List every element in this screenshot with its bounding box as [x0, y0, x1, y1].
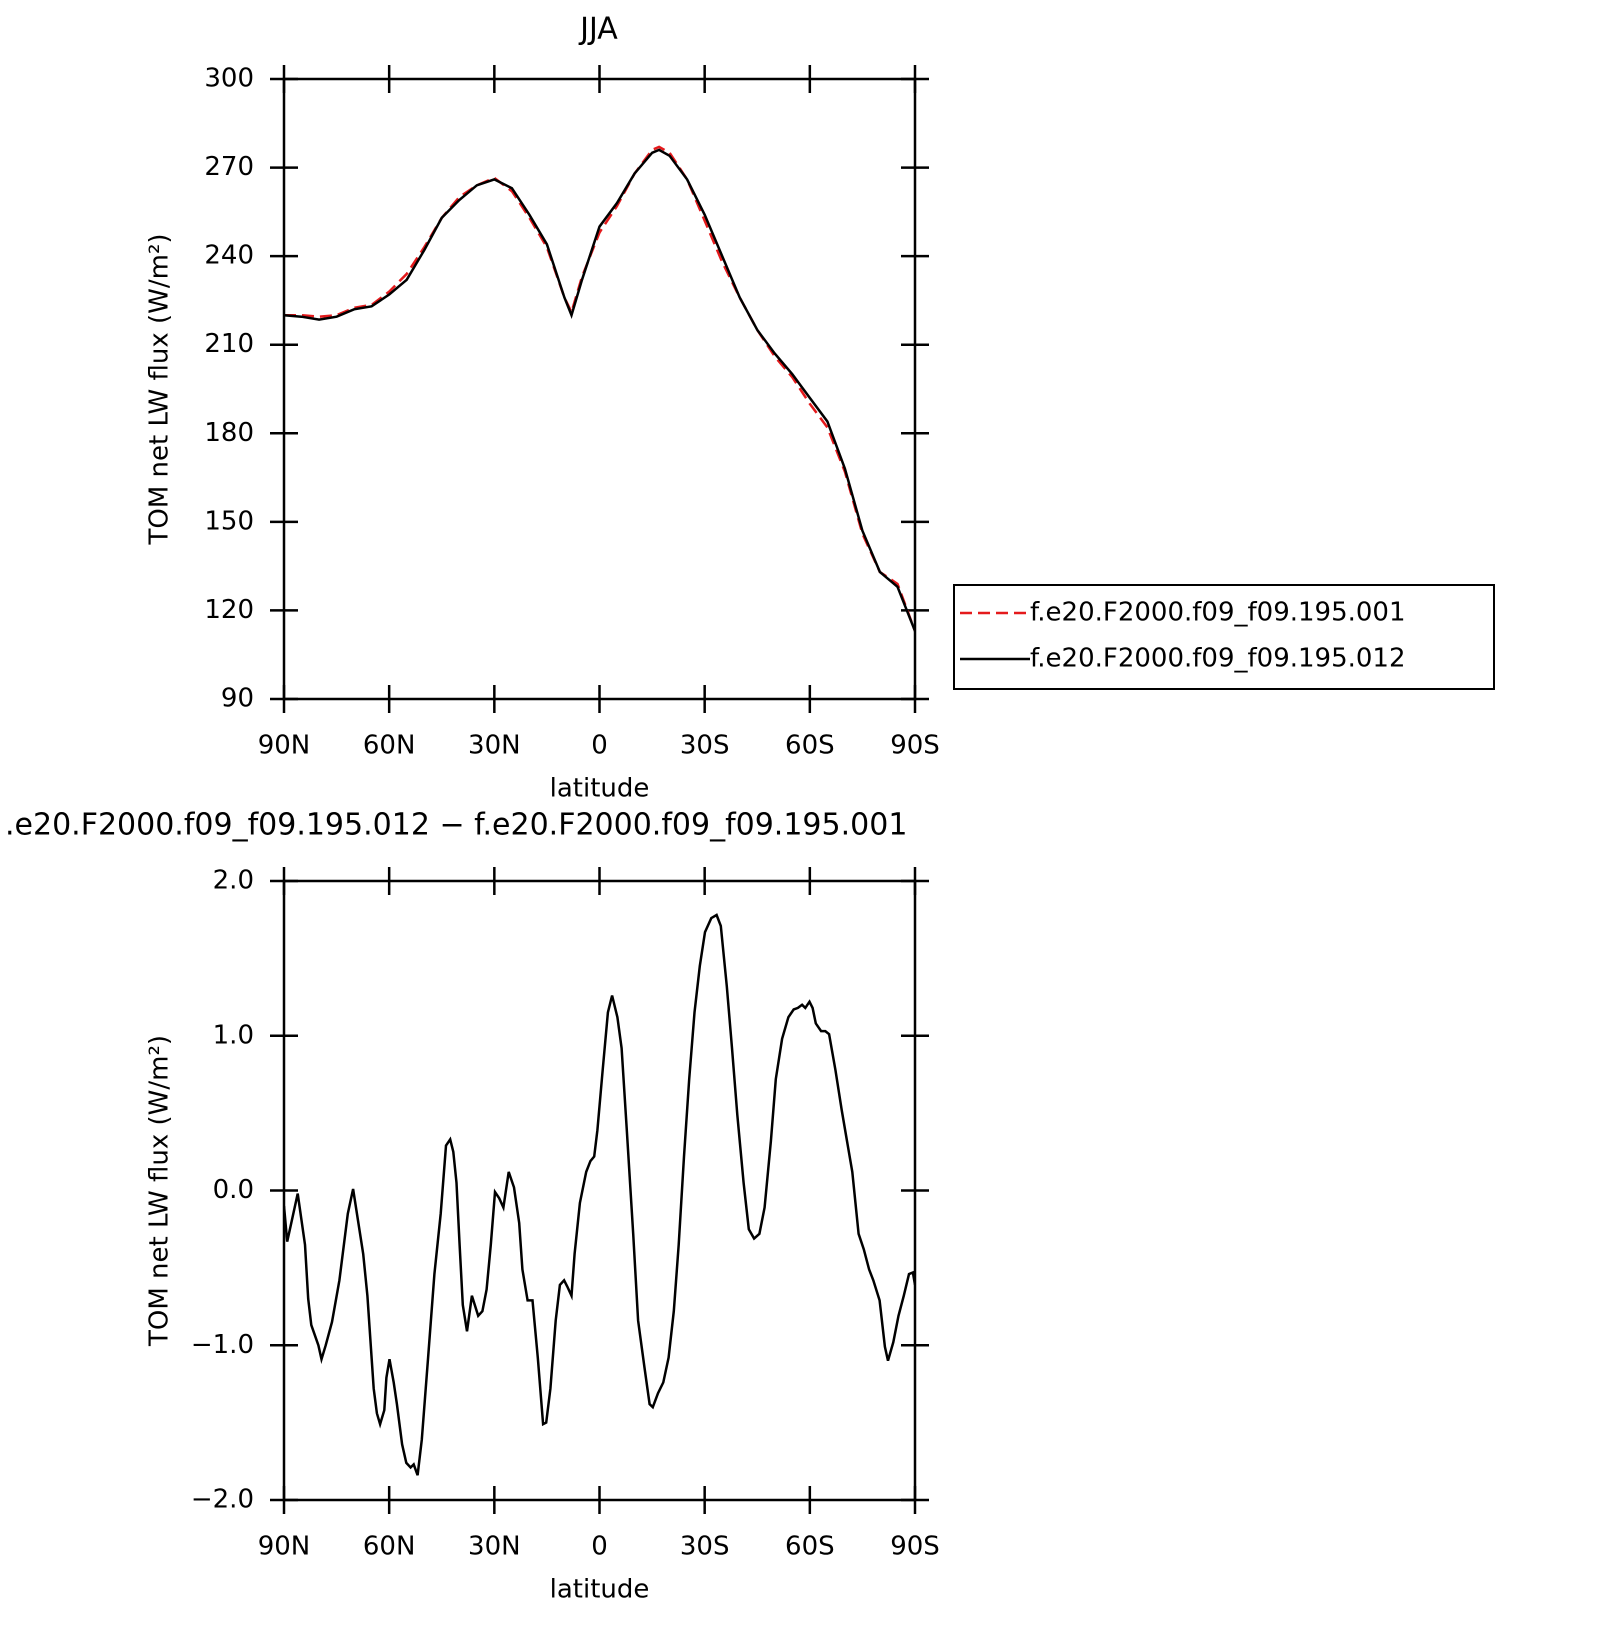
y-tick-label: 180	[204, 418, 254, 448]
x-tick-label: 60N	[363, 731, 416, 761]
x-tick-label: 60N	[363, 1532, 416, 1562]
x-tick-label: 0	[591, 731, 608, 761]
legend-label: f.e20.F2000.f09_f09.195.001	[1030, 598, 1406, 628]
data-line	[284, 145, 915, 632]
plot-frame	[282, 879, 917, 1502]
x-tick-label: 0	[591, 1532, 608, 1562]
y-tick-label: 150	[204, 506, 254, 536]
plot-frame	[282, 77, 917, 701]
y-tick-label: 240	[204, 241, 254, 271]
legend-box	[953, 584, 1495, 690]
y-tick-label: 0.0	[213, 1175, 254, 1205]
x-tick-label: 30N	[468, 731, 521, 761]
x-tick-label: 90N	[258, 1532, 311, 1562]
x-tick-label: 30N	[468, 1532, 521, 1562]
x-tick-label: 90S	[890, 731, 940, 761]
x-tick-label: 60S	[785, 731, 835, 761]
chart-title: .e20.F2000.f09_f09.195.012 − f.e20.F2000…	[5, 808, 907, 843]
y-tick-label: 120	[204, 595, 254, 625]
y-tick-label: 1.0	[213, 1020, 254, 1050]
y-tick-label: 300	[204, 64, 254, 94]
x-tick-label: 90N	[258, 731, 311, 761]
y-tick-label: −2.0	[191, 1485, 254, 1515]
y-tick-label: 210	[204, 329, 254, 359]
y-tick-label: 270	[204, 152, 254, 182]
data-line	[284, 913, 915, 1476]
chart-title: JJA	[578, 12, 618, 47]
y-tick-label: −1.0	[191, 1330, 254, 1360]
x-tick-label: 30S	[680, 731, 730, 761]
y-tick-label: 90	[221, 684, 254, 714]
x-tick-label: 60S	[785, 1532, 835, 1562]
data-line	[284, 148, 915, 632]
x-tick-label: 90S	[890, 1532, 940, 1562]
x-axis-title: latitude	[550, 774, 650, 804]
legend-label: f.e20.F2000.f09_f09.195.012	[1030, 644, 1406, 674]
x-axis-title: latitude	[550, 1575, 650, 1605]
x-tick-label: 30S	[680, 1532, 730, 1562]
y-axis-title: TOM net LW flux (W/m²)	[145, 1035, 175, 1347]
y-axis-title: TOM net LW flux (W/m²)	[145, 233, 175, 545]
y-tick-label: 2.0	[213, 866, 254, 896]
